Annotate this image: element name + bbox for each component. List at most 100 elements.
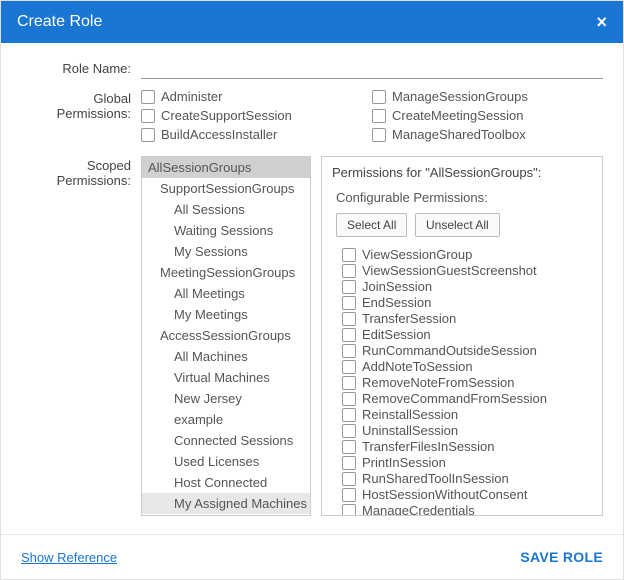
permission-checkbox-row: RunSharedToolInSession xyxy=(342,471,592,486)
permission-checkbox-row: EndSession xyxy=(342,295,592,310)
scope-tree-item[interactable]: Waiting Sessions xyxy=(142,220,310,241)
scope-tree-item[interactable]: All Meetings xyxy=(142,283,310,304)
close-icon[interactable]: × xyxy=(596,13,607,31)
scope-tree-item[interactable]: MeetingSessionGroups xyxy=(142,262,310,283)
dialog-body: Role Name: Global Permissions: Administe… xyxy=(1,43,623,534)
permission-label: ManageSharedToolbox xyxy=(392,127,526,142)
permission-checkbox-row: RemoveCommandFromSession xyxy=(342,391,592,406)
permission-label: ViewSessionGroup xyxy=(362,247,472,262)
dialog-header: Create Role × xyxy=(1,1,623,43)
global-permissions-row: Global Permissions: Administer CreateSupp… xyxy=(21,89,603,146)
permission-label: RemoveNoteFromSession xyxy=(362,375,514,390)
checkbox-icon[interactable] xyxy=(342,376,356,390)
checkbox-icon[interactable] xyxy=(372,128,386,142)
permission-label: TransferFilesInSession xyxy=(362,439,494,454)
permission-label: RunCommandOutsideSession xyxy=(362,343,537,358)
permission-label: TransferSession xyxy=(362,311,456,326)
global-permissions-right: ManageSessionGroups CreateMeetingSession M… xyxy=(372,89,603,146)
checkbox-icon[interactable] xyxy=(342,456,356,470)
checkbox-icon[interactable] xyxy=(141,109,155,123)
permission-checkbox-list: ViewSessionGroupViewSessionGuestScreensh… xyxy=(342,247,592,516)
checkbox-icon[interactable] xyxy=(342,504,356,517)
permission-label: AddNoteToSession xyxy=(362,359,473,374)
scope-tree-item[interactable]: My Sessions xyxy=(142,241,310,262)
select-all-button[interactable]: Select All xyxy=(336,213,407,237)
checkbox-icon[interactable] xyxy=(141,128,155,142)
permission-label: JoinSession xyxy=(362,279,432,294)
permission-checkbox-row: EditSession xyxy=(342,327,592,342)
checkbox-icon[interactable] xyxy=(342,488,356,502)
role-name-input[interactable] xyxy=(141,59,603,79)
permission-label: RemoveCommandFromSession xyxy=(362,391,547,406)
permission-label: ViewSessionGuestScreenshot xyxy=(362,263,537,278)
permission-checkbox-row: RemoveNoteFromSession xyxy=(342,375,592,390)
checkbox-icon[interactable] xyxy=(342,312,356,326)
create-role-dialog: Create Role × Role Name: Global Permissi… xyxy=(0,0,624,580)
dialog-title: Create Role xyxy=(17,13,102,31)
permission-checkbox-row: ManageSessionGroups xyxy=(372,89,603,104)
scope-tree-item[interactable]: All Machines xyxy=(142,346,310,367)
scope-tree-item[interactable]: Host Connected xyxy=(142,472,310,493)
permission-checkbox-row: HostSessionWithoutConsent xyxy=(342,487,592,502)
permissions-panel: Permissions for "AllSessionGroups": Conf… xyxy=(321,156,603,516)
checkbox-icon[interactable] xyxy=(342,344,356,358)
scope-tree-item[interactable]: Lunch Room xyxy=(142,514,310,516)
save-role-button[interactable]: SAVE ROLE xyxy=(520,549,603,565)
configurable-permissions-label: Configurable Permissions: xyxy=(336,190,592,205)
checkbox-icon[interactable] xyxy=(342,408,356,422)
permission-label: CreateMeetingSession xyxy=(392,108,524,123)
scope-tree-item[interactable]: All Sessions xyxy=(142,199,310,220)
permission-label: ManageCredentials xyxy=(362,503,475,516)
scope-tree-item[interactable]: SupportSessionGroups xyxy=(142,178,310,199)
unselect-all-button[interactable]: Unselect All xyxy=(415,213,500,237)
checkbox-icon[interactable] xyxy=(342,392,356,406)
permission-checkbox-row: ViewSessionGuestScreenshot xyxy=(342,263,592,278)
permission-checkbox-row: CreateMeetingSession xyxy=(372,108,603,123)
permission-label: HostSessionWithoutConsent xyxy=(362,487,527,502)
permission-label: CreateSupportSession xyxy=(161,108,292,123)
show-reference-link[interactable]: Show Reference xyxy=(21,550,117,565)
permissions-title: Permissions for "AllSessionGroups": xyxy=(332,165,592,180)
scope-tree-item[interactable]: My Assigned Machines xyxy=(142,493,310,514)
permission-label: Administer xyxy=(161,89,222,104)
checkbox-icon[interactable] xyxy=(342,328,356,342)
permission-checkbox-row: JoinSession xyxy=(342,279,592,294)
scope-tree-item[interactable]: My Meetings xyxy=(142,304,310,325)
permission-checkbox-row: AddNoteToSession xyxy=(342,359,592,374)
permission-checkbox-row: CreateSupportSession xyxy=(141,108,372,123)
checkbox-icon[interactable] xyxy=(372,109,386,123)
permission-checkbox-row: RunCommandOutsideSession xyxy=(342,343,592,358)
checkbox-icon[interactable] xyxy=(342,296,356,310)
scope-tree-item[interactable]: example xyxy=(142,409,310,430)
checkbox-icon[interactable] xyxy=(141,90,155,104)
permission-checkbox-row: ManageSharedToolbox xyxy=(372,127,603,142)
role-name-label: Role Name: xyxy=(21,59,141,76)
checkbox-icon[interactable] xyxy=(342,472,356,486)
scope-tree[interactable]: AllSessionGroupsSupportSessionGroupsAll … xyxy=(141,156,311,516)
scope-tree-item[interactable]: Connected Sessions xyxy=(142,430,310,451)
checkbox-icon[interactable] xyxy=(342,248,356,262)
checkbox-icon[interactable] xyxy=(372,90,386,104)
permission-label: ManageSessionGroups xyxy=(392,89,528,104)
global-permissions-label: Global Permissions: xyxy=(21,89,141,121)
permission-checkbox-row: ManageCredentials xyxy=(342,503,592,516)
scope-tree-item[interactable]: AccessSessionGroups xyxy=(142,325,310,346)
permission-label: PrintInSession xyxy=(362,455,446,470)
role-name-row: Role Name: xyxy=(21,59,603,79)
checkbox-icon[interactable] xyxy=(342,360,356,374)
scope-tree-item[interactable]: New Jersey xyxy=(142,388,310,409)
scoped-permissions-label: Scoped Permissions: xyxy=(21,156,141,188)
scoped-permissions-row: Scoped Permissions: AllSessionGroupsSupp… xyxy=(21,156,603,516)
checkbox-icon[interactable] xyxy=(342,264,356,278)
checkbox-icon[interactable] xyxy=(342,440,356,454)
scope-tree-item[interactable]: AllSessionGroups xyxy=(142,157,310,178)
permission-label: UninstallSession xyxy=(362,423,458,438)
scope-tree-item[interactable]: Virtual Machines xyxy=(142,367,310,388)
checkbox-icon[interactable] xyxy=(342,280,356,294)
scope-tree-item[interactable]: Used Licenses xyxy=(142,451,310,472)
permission-label: EditSession xyxy=(362,327,431,342)
permission-label: EndSession xyxy=(362,295,431,310)
permission-checkbox-row: PrintInSession xyxy=(342,455,592,470)
checkbox-icon[interactable] xyxy=(342,424,356,438)
permission-checkbox-row: Administer xyxy=(141,89,372,104)
